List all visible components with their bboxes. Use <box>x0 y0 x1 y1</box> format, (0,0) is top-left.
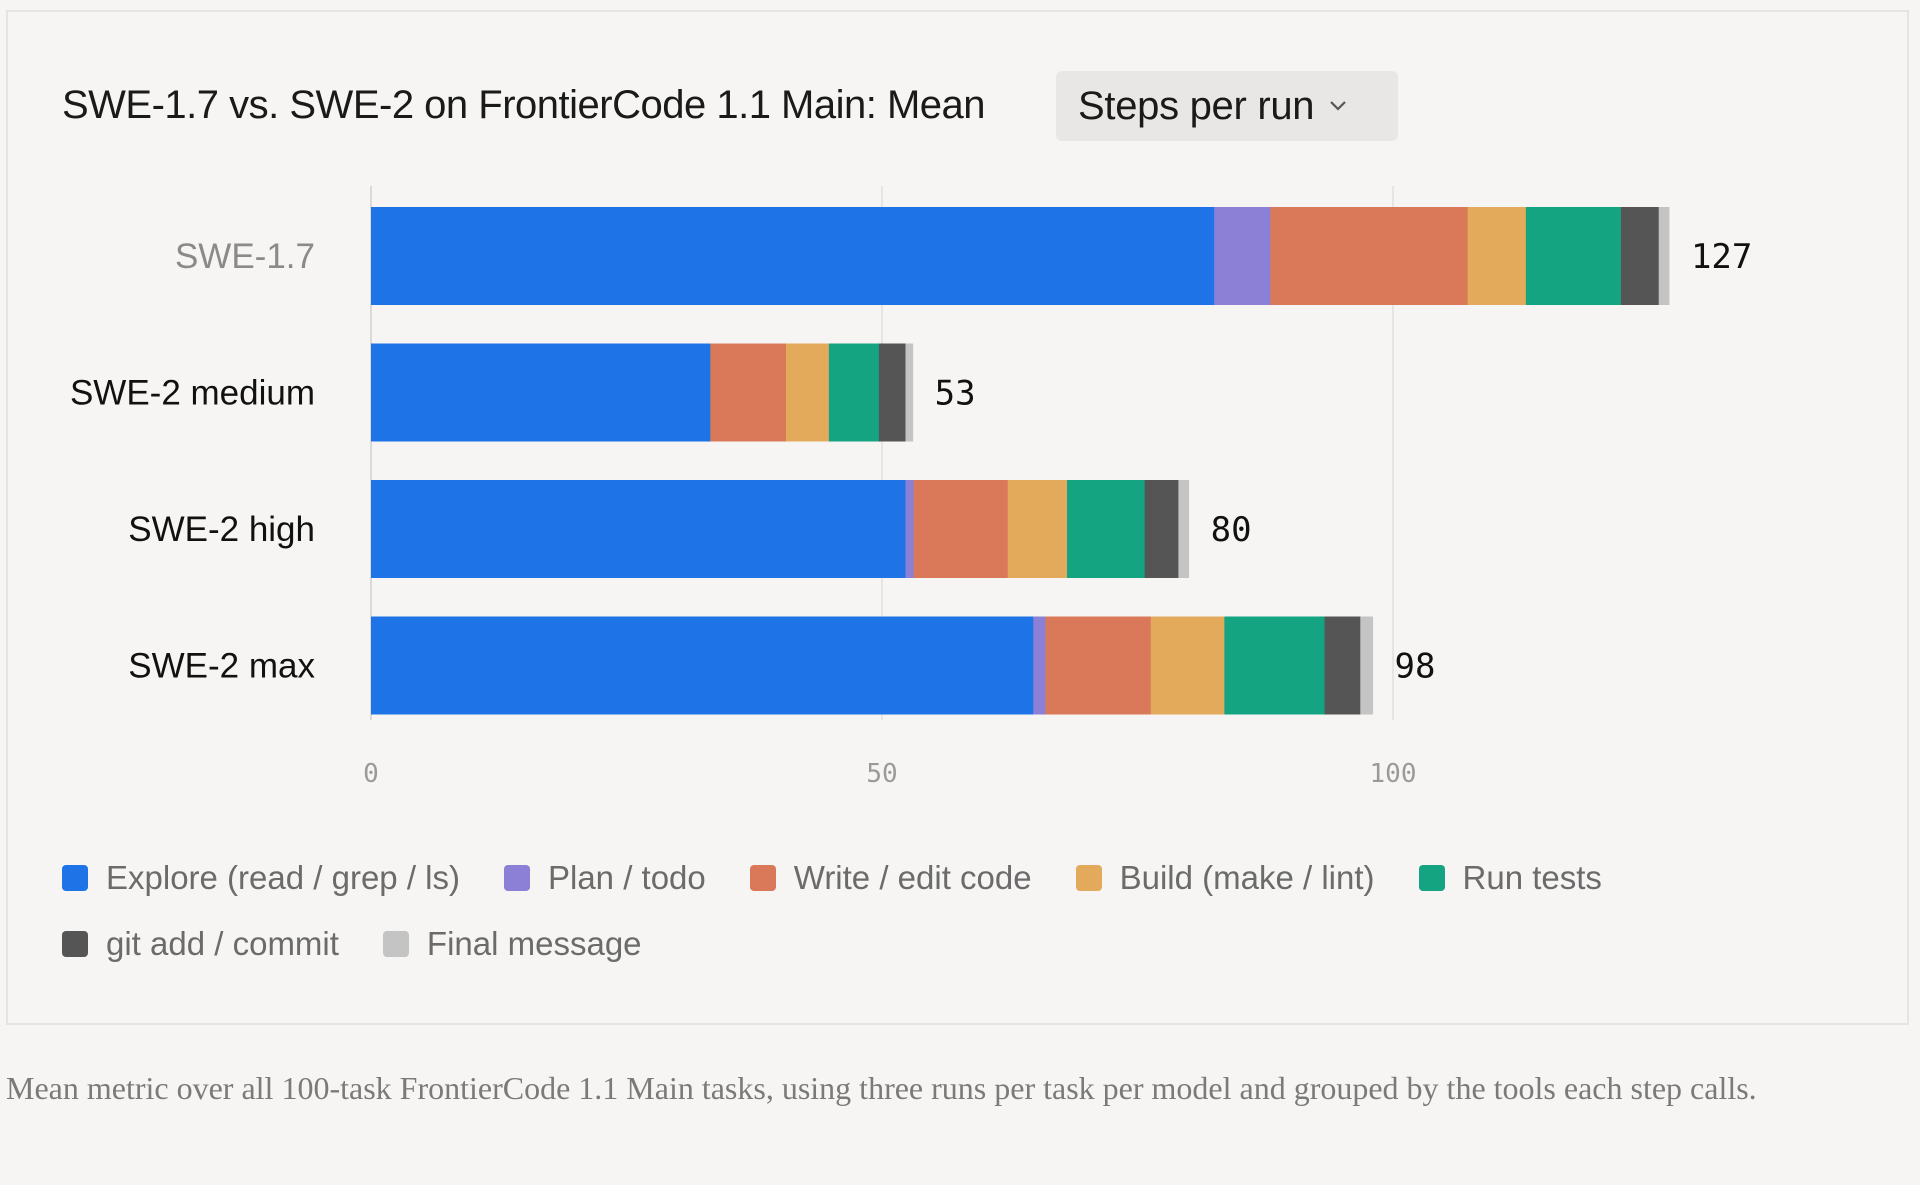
bar-segment <box>1007 480 1068 578</box>
metric-dropdown-label: Steps per run <box>1078 83 1315 128</box>
legend-item[interactable]: Plan / todo <box>503 859 706 896</box>
bar-segment <box>371 480 907 578</box>
legend-label: Explore (read / grep / ls) <box>106 859 460 896</box>
y-category-label: SWE-1.7 <box>175 237 315 276</box>
legend-label: Final message <box>426 925 642 962</box>
legend-swatch <box>503 865 530 891</box>
bar-total-label: 53 <box>935 374 976 414</box>
y-category-label: SWE-2 high <box>128 510 315 549</box>
bar-total-label: 127 <box>1691 237 1752 277</box>
chart-title: SWE-1.7 vs. SWE-2 on FrontierCode 1.1 Ma… <box>62 83 986 127</box>
bar-segment <box>371 616 1034 715</box>
chart-caption: Mean metric over all 100-task FrontierCo… <box>6 1070 1757 1106</box>
legend-item[interactable]: Build (make / lint) <box>1075 859 1375 896</box>
bar-segment <box>1525 207 1622 305</box>
bar-segment <box>785 343 830 442</box>
bar-total-label: 98 <box>1395 647 1436 687</box>
bar-segment <box>905 480 915 578</box>
legend-swatch <box>1418 865 1445 891</box>
legend-item[interactable]: Final message <box>382 925 642 962</box>
bar-segment <box>1224 616 1326 715</box>
legend-swatch <box>749 865 776 891</box>
legend-label: Run tests <box>1462 859 1602 896</box>
bar-segment <box>371 343 711 442</box>
bar-segment <box>913 480 1009 578</box>
legend-swatch <box>1075 865 1102 891</box>
bar-segment <box>1620 207 1660 305</box>
bar-segment <box>1324 616 1361 715</box>
chevron-down-icon <box>1330 101 1347 111</box>
bar-segment <box>1066 480 1146 578</box>
legend-item[interactable]: Run tests <box>1418 859 1602 896</box>
bar-segment <box>1467 207 1527 305</box>
x-tick-label: 50 <box>866 759 897 789</box>
legend-item[interactable]: Write / edit code <box>749 859 1032 896</box>
legend-label: Write / edit code <box>793 859 1032 896</box>
legend-label: Plan / todo <box>547 859 706 896</box>
bar-segment <box>905 343 914 442</box>
bar-segment <box>1033 616 1047 715</box>
bar-segment <box>1270 207 1469 305</box>
legend-label: Build (make / lint) <box>1119 859 1375 896</box>
bar-segment <box>1178 480 1190 578</box>
bar-segment <box>1144 480 1179 578</box>
bar-segment <box>828 343 880 442</box>
metric-dropdown[interactable]: Steps per run <box>1056 71 1398 141</box>
chart-legend: Explore (read / grep / ls) Plan / todo Wri… <box>62 859 1802 962</box>
legend-swatch <box>62 931 88 957</box>
bar-segment <box>1045 616 1152 715</box>
legend-swatch <box>62 865 88 891</box>
bar-segment <box>1150 616 1225 715</box>
x-tick-label: 100 <box>1370 759 1417 789</box>
bar-segment <box>1214 207 1271 305</box>
bar-segment <box>878 343 907 442</box>
bar-segment <box>710 343 787 442</box>
y-category-label: SWE-2 medium <box>70 374 315 413</box>
stacked-bar-chart: 0 50 100 SWE-1.7 127 SWE-2 medium 53 SWE-2 high… <box>70 186 1752 789</box>
legend-swatch <box>382 931 409 957</box>
legend-item[interactable]: Explore (read / grep / ls) <box>62 859 460 896</box>
bar-segment <box>1360 616 1374 715</box>
bar-total-label: 80 <box>1211 510 1252 550</box>
bar-segment <box>371 207 1215 305</box>
legend-item[interactable]: git add / commit <box>62 925 339 962</box>
y-category-label: SWE-2 max <box>128 647 315 686</box>
bar-segment <box>1658 207 1670 305</box>
x-tick-label: 0 <box>363 759 379 789</box>
legend-label: git add / commit <box>106 925 339 962</box>
